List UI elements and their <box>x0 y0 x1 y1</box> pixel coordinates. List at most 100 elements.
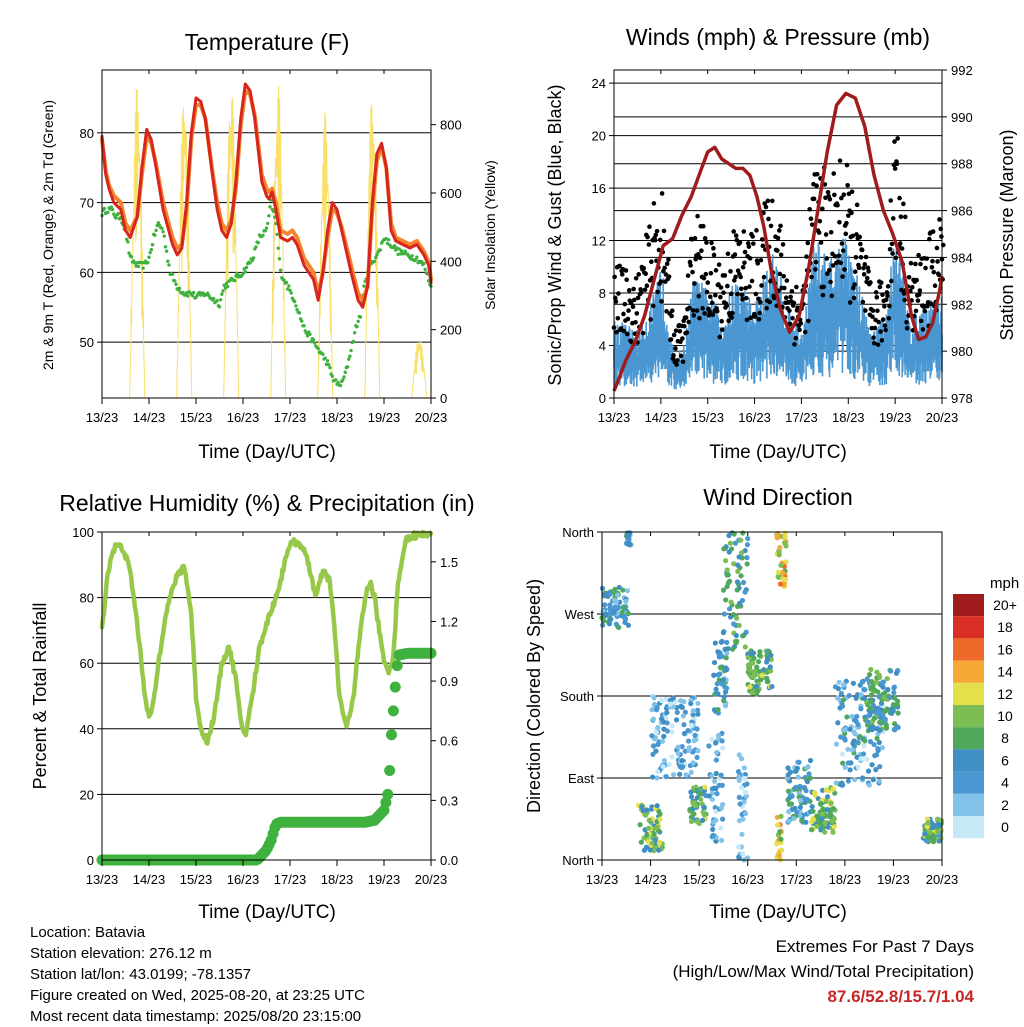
direction-point <box>785 788 792 794</box>
direction-point <box>930 824 936 831</box>
gust-point <box>788 294 793 300</box>
direction-point <box>839 703 846 709</box>
direction-ytick-label: East <box>568 771 594 786</box>
direction-point <box>714 791 720 797</box>
dewpoint-point <box>343 370 347 375</box>
direction-point <box>738 537 744 543</box>
gust-point <box>897 241 903 246</box>
direction-point <box>694 754 700 760</box>
direction-point <box>645 838 651 845</box>
direction-point <box>733 615 740 621</box>
direction-point <box>853 695 859 701</box>
rainfall-y2tick-label: 1.2 <box>440 614 458 629</box>
gust-point <box>791 300 797 306</box>
dewpoint-point <box>235 272 239 276</box>
gust-point <box>701 275 707 281</box>
direction-point <box>871 715 877 721</box>
gust-point <box>863 254 869 260</box>
colorbar-label: 4 <box>1001 775 1009 791</box>
direction-point <box>669 723 675 729</box>
direction-point <box>747 684 753 690</box>
direction-point <box>847 726 853 732</box>
gust-point <box>747 256 753 261</box>
pressure-y2tick-label: 984 <box>951 250 973 265</box>
colorbar-label: 12 <box>997 686 1013 702</box>
gust-point <box>922 308 928 314</box>
direction-point <box>742 589 748 595</box>
direction-point <box>721 694 727 700</box>
direction-panel: Wind Direction North East South West North 13… <box>524 484 1019 923</box>
direction-point <box>744 555 750 561</box>
temperature-xtick-label: 16/23 <box>227 410 260 425</box>
gust-point <box>913 261 918 267</box>
gust-point <box>787 321 793 327</box>
gust-point <box>885 284 891 289</box>
direction-point <box>686 747 692 754</box>
direction-point <box>865 768 872 774</box>
direction-point <box>695 700 701 707</box>
direction-point <box>721 546 727 552</box>
dewpoint-point <box>342 375 346 379</box>
direction-point <box>692 732 698 738</box>
dewpoint-point <box>109 205 114 209</box>
direction-point <box>695 819 701 825</box>
extremes-heading: Extremes For Past 7 Days <box>775 937 974 956</box>
gust-point <box>917 288 923 293</box>
direction-point <box>795 774 801 780</box>
gust-point <box>697 315 702 321</box>
dewpoint-point <box>244 265 249 270</box>
gust-point <box>750 234 755 239</box>
direction-point <box>870 777 876 783</box>
dewpoint-point <box>177 286 182 291</box>
direction-point <box>922 831 928 837</box>
solar-y2tick-label: 600 <box>440 186 462 201</box>
gust-point <box>644 283 650 288</box>
direction-point <box>712 778 718 784</box>
humidity-ytick-label: 20 <box>80 787 94 802</box>
gust-point <box>880 317 886 322</box>
winds-xtick-label: 15/23 <box>691 410 724 425</box>
gust-point <box>711 246 716 251</box>
gust-point <box>908 288 913 294</box>
gust-point <box>837 219 842 225</box>
dewpoint-point <box>160 226 164 230</box>
direction-point <box>778 813 784 819</box>
direction-point <box>715 707 721 713</box>
temperature-panel: Temperature (F) 50607080020040060080013/… <box>40 29 498 463</box>
winds-xtick-label: 19/23 <box>879 410 912 425</box>
direction-point <box>793 768 799 774</box>
direction-point <box>650 716 657 722</box>
gust-point <box>711 252 717 258</box>
gust-point <box>673 328 679 333</box>
pressure-y2tick-label: 990 <box>951 110 973 125</box>
direction-point <box>800 785 807 791</box>
gust-point <box>659 191 665 196</box>
direction-point <box>649 806 655 812</box>
direction-point <box>731 561 737 567</box>
direction-point <box>749 690 755 696</box>
direction-point <box>740 851 746 857</box>
direction-point <box>839 751 846 757</box>
direction-point <box>936 838 942 844</box>
direction-point <box>824 794 831 800</box>
direction-point <box>809 819 815 825</box>
gust-point <box>828 229 834 235</box>
dewpoint-point <box>254 245 258 249</box>
dewpoint-point <box>147 255 151 259</box>
gust-point <box>804 254 809 259</box>
direction-point <box>646 825 652 831</box>
direction-point <box>774 841 780 847</box>
gust-point <box>924 256 930 261</box>
gust-point <box>749 278 755 284</box>
gust-point <box>882 323 888 328</box>
wind-ytick-label: 20 <box>592 129 606 144</box>
direction-point <box>739 597 746 604</box>
gust-point <box>777 271 783 277</box>
gust-point <box>619 272 625 277</box>
gust-point <box>935 259 940 264</box>
dewpoint-point <box>129 255 134 259</box>
direction-point <box>764 679 770 685</box>
direction-point <box>852 731 858 737</box>
gust-point <box>738 286 744 292</box>
direction-point <box>657 811 663 817</box>
